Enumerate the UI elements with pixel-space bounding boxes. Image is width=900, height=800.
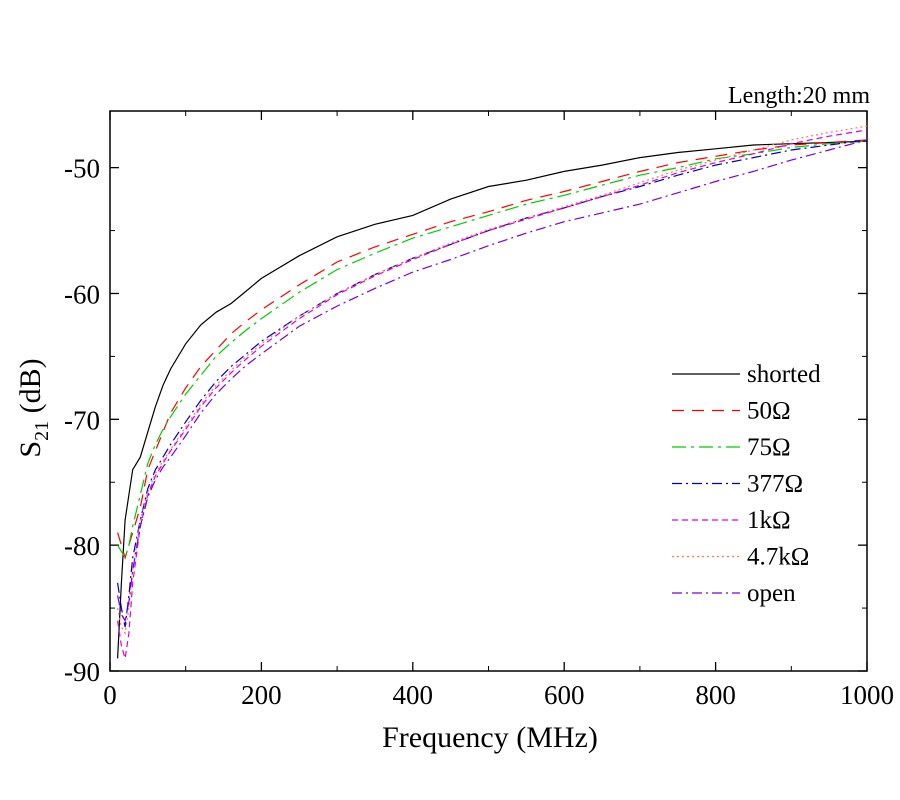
- legend-label: 4.7kΩ: [747, 544, 809, 571]
- series-line-4: [117, 129, 868, 659]
- x-tick-label: 800: [695, 680, 736, 710]
- x-tick-label: 200: [241, 680, 282, 710]
- legend: shorted 50Ω 75Ω 377Ω 1kΩ 4.7kΩ open: [672, 361, 821, 607]
- y-axis-ticks: -90 -80 -70 -60 -50: [64, 154, 867, 687]
- legend-label: open: [747, 580, 796, 607]
- svg-text:S21 (dB): S21 (dB): [14, 358, 53, 457]
- legend-label: 75Ω: [747, 434, 791, 461]
- x-axis-title: Frequency (MHz): [382, 721, 598, 754]
- x-tick-label: 400: [393, 680, 434, 710]
- series-lines: [117, 125, 868, 659]
- x-tick-label: 1000: [840, 680, 894, 710]
- series-line-5: [117, 125, 868, 635]
- series-line-1: [117, 139, 868, 560]
- chart-title: Length:20 mm: [728, 83, 870, 109]
- y-axis-title-main: S: [14, 441, 47, 458]
- x-tick-label: 0: [103, 680, 117, 710]
- y-axis-title: S21 (dB): [14, 358, 53, 457]
- legend-label: 1kΩ: [747, 507, 791, 534]
- x-axis-ticks: 0 200 400 600 800 1000: [103, 111, 894, 710]
- y-tick-label: -90: [64, 657, 100, 687]
- y-tick-label: -60: [64, 279, 100, 309]
- x-tick-label: 600: [544, 680, 585, 710]
- y-axis-title-subscript: 21: [31, 421, 53, 441]
- legend-label: shorted: [747, 361, 821, 388]
- series-line-6: [117, 139, 868, 623]
- series-line-0: [117, 140, 868, 659]
- y-axis-title-unit: (dB): [14, 358, 47, 421]
- legend-label: 377Ω: [747, 471, 803, 498]
- y-tick-label: -80: [64, 531, 100, 561]
- series-line-2: [117, 140, 868, 560]
- y-tick-label: -50: [64, 154, 100, 184]
- legend-label: 50Ω: [747, 398, 791, 425]
- y-tick-label: -70: [64, 405, 100, 435]
